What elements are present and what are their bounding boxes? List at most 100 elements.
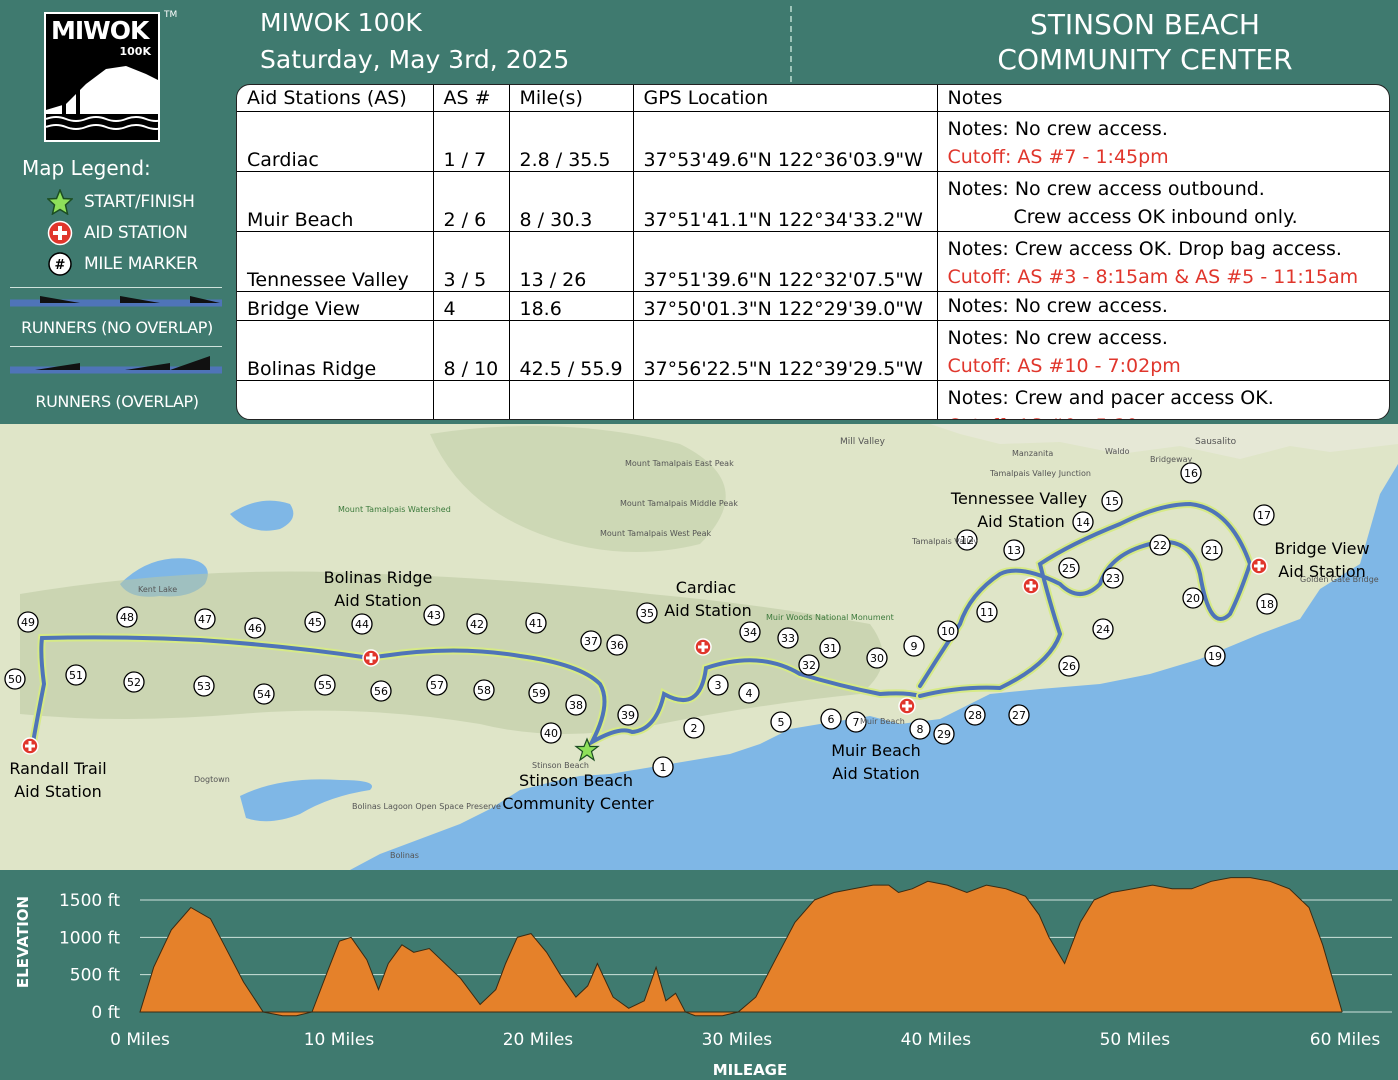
mile-marker-icon: 11 (976, 601, 998, 623)
y-tick-labels: 1500 ft 1000 ft 500 ft 0 ft (59, 891, 120, 1023)
mile-marker-number: 2 (691, 722, 698, 735)
aid-station-icon[interactable] (1022, 577, 1040, 595)
mile-marker-number: 7 (853, 716, 860, 729)
mile-marker-number: 38 (569, 699, 583, 712)
place-label: Golden Gate Bridge (1300, 575, 1379, 584)
y-tick-label: 0 ft (91, 1003, 120, 1023)
cell-name: Bolinas Ridge (237, 320, 434, 381)
y-tick-label: 1000 ft (59, 928, 120, 948)
aid-station-icon[interactable] (694, 638, 712, 656)
mile-marker-number: 15 (1105, 495, 1119, 508)
mile-marker-number: 30 (870, 652, 884, 665)
cell-notes: Notes: No crew access. (937, 291, 1389, 321)
logo-name: MIWOK (51, 16, 149, 45)
mile-marker-icon: 23 (1102, 567, 1124, 589)
x-tick-label: 30 Miles (702, 1030, 773, 1050)
mile-marker-icon: 36 (606, 634, 628, 656)
aid-label-line: Aid Station (334, 591, 422, 610)
mile-marker-icon: 16 (1180, 462, 1202, 484)
mile-marker-number: 21 (1205, 544, 1219, 557)
mile-marker-icon: 55 (314, 674, 336, 696)
aid-station-icon[interactable] (898, 697, 916, 715)
mile-marker-icon: 54 (253, 683, 275, 705)
aid-station-icon[interactable] (21, 737, 39, 755)
cell-miles: 2.8 / 35.5 (509, 111, 634, 172)
cell-miles: 8 / 30.3 (509, 171, 634, 232)
note-line: Notes: Crew access OK. Drop bag access. (947, 238, 1342, 260)
golden-gate-icon (46, 64, 158, 130)
mile-marker-icon: 42 (466, 613, 488, 635)
mile-marker-number: 13 (1007, 544, 1021, 557)
mile-marker-icon: 17 (1253, 504, 1275, 526)
mile-marker-icon: # (48, 252, 72, 276)
mile-marker-icon: 18 (1256, 593, 1278, 615)
mile-marker-number: 35 (640, 607, 654, 620)
mile-marker-icon: 21 (1201, 539, 1223, 561)
mile-marker-number: 42 (470, 618, 484, 631)
mile-marker-number: 59 (532, 687, 546, 700)
mile-marker-number: 34 (743, 626, 757, 639)
aid-label-line: Randall Trail (9, 759, 106, 778)
cutoff-line: Cutoff: AS #10 - 7:02pm (947, 355, 1181, 377)
cell-as-num: 9 (433, 380, 510, 419)
star-icon[interactable] (574, 737, 600, 762)
mile-marker-number: 24 (1096, 623, 1110, 636)
mile-marker-icon: 56 (370, 680, 392, 702)
mile-marker-icon: 41 (525, 612, 547, 634)
place-label: Sausalito (1195, 437, 1237, 447)
mile-marker-number: 8 (917, 723, 924, 736)
cell-name: Muir Beach (237, 171, 434, 232)
mile-marker-number: 16 (1184, 467, 1198, 480)
mile-marker-icon: 50 (4, 668, 26, 690)
mile-marker-number: 12 (960, 534, 974, 547)
aid-station-icon[interactable] (362, 649, 380, 667)
aid-station-icon[interactable] (1250, 557, 1268, 575)
mile-marker-icon: 26 (1058, 655, 1080, 677)
note-line: Notes: No crew access outbound. (947, 178, 1265, 200)
mile-marker-number: 49 (21, 616, 35, 629)
legend-item-aid: AID STATION (46, 220, 188, 246)
svg-text:#: # (55, 258, 66, 273)
place-labels: Mill Valley Sausalito Manzanita Waldo Ta… (138, 437, 1379, 860)
mile-marker-icon: 19 (1204, 645, 1226, 667)
mile-marker-icon: 32 (798, 654, 820, 676)
mile-marker-number: 6 (828, 713, 835, 726)
trademark: TM (164, 10, 178, 20)
legend-label-aid: AID STATION (84, 223, 188, 243)
mile-marker-number: 55 (318, 679, 332, 692)
table-row: Bridge View 4 18.6 37°50'01.3"N 122°29'3… (237, 291, 1389, 321)
cell-notes: Notes: Crew and pacer access OK. Cutoff: … (937, 381, 1389, 419)
mile-marker-icon: 45 (304, 611, 326, 633)
legend-label-start: START/FINISH (84, 192, 195, 212)
x-tick-label: 20 Miles (503, 1030, 574, 1050)
mile-marker-icon: 13 (1003, 539, 1025, 561)
cell-gps: 37°58'22.8"N 122°43'50.3"W (633, 380, 938, 419)
mile-marker-icon: 12 (956, 529, 978, 551)
mile-marker-icon: 48 (116, 606, 138, 628)
cell-miles: 18.6 (509, 291, 634, 321)
mile-marker-number: 41 (529, 617, 543, 630)
mile-marker-number: 22 (1153, 539, 1167, 552)
mile-marker-icon: 59 (528, 682, 550, 704)
mile-marker-number: 47 (198, 613, 212, 626)
mile-marker-number: 20 (1186, 592, 1200, 605)
mile-marker-icon: 4 (738, 682, 760, 704)
place-label: Bolinas (390, 851, 419, 860)
mile-marker-number: 26 (1062, 660, 1076, 673)
table-row: Tennessee Valley 3 / 5 13 / 26 37°51'39.… (237, 231, 1389, 292)
star-icon (47, 189, 73, 215)
x-tick-label: 10 Miles (304, 1030, 375, 1050)
elevation-profile: 1500 ft 1000 ft 500 ft 0 ft 0 Miles 10 Miles… (0, 870, 1398, 1080)
cell-name: Bridge View (237, 291, 434, 321)
legend-label-mile: MILE MARKER (84, 254, 198, 274)
location-line1: STINSON BEACH (1030, 8, 1260, 41)
mile-marker-icon: 31 (819, 637, 841, 659)
place-label: Manzanita (1012, 449, 1053, 458)
mile-marker-icon: 10 (937, 620, 959, 642)
aid-label-line: Aid Station (1278, 562, 1366, 581)
mile-marker-icon: 29 (933, 723, 955, 745)
runners-no-overlap-line (10, 296, 222, 307)
runners-no-overlap-label: RUNNERS (NO OVERLAP) (21, 318, 213, 337)
